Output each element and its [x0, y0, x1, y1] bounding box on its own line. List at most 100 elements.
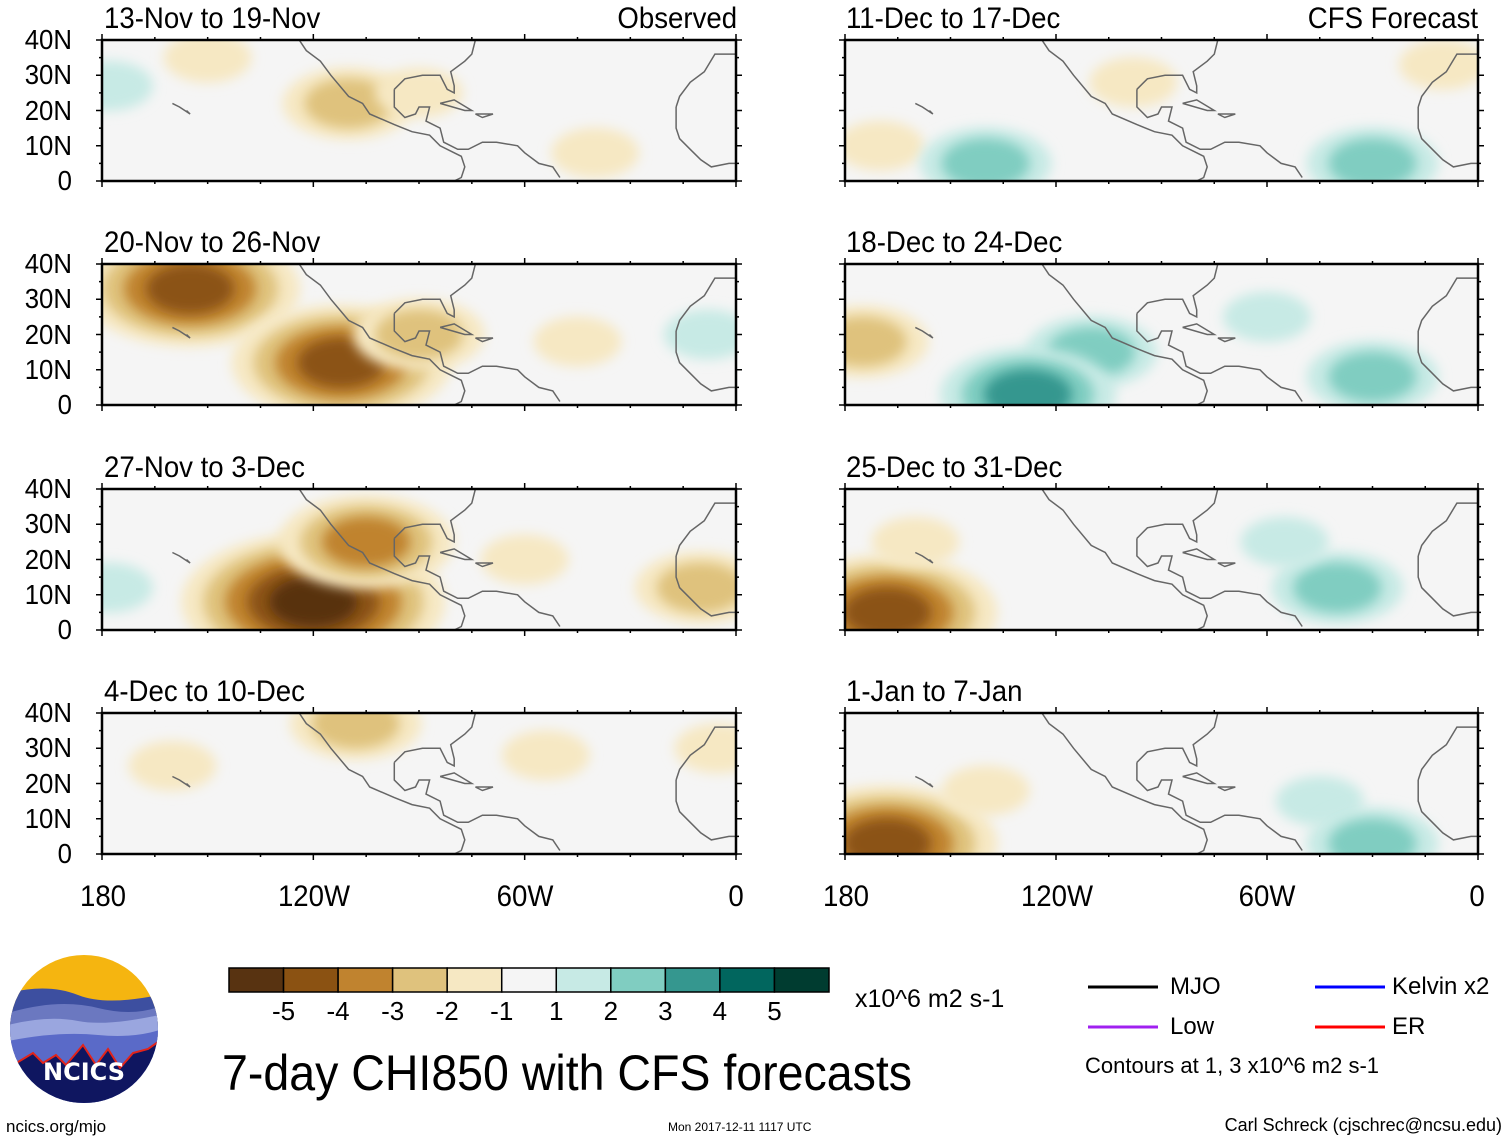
anomaly-contour	[551, 127, 640, 178]
coastline	[914, 551, 934, 564]
x-tick-label-l-60w: 60W	[496, 880, 554, 913]
anomaly-contour	[311, 713, 400, 749]
coastline	[1417, 502, 1478, 557]
coastline	[914, 102, 934, 115]
coastline	[393, 489, 477, 544]
colorbar-swatch	[773, 967, 830, 993]
anomaly-contour	[845, 818, 932, 854]
y-tick-label: 20N	[24, 767, 72, 799]
x-tick-label-r-60w: 60W	[1238, 880, 1296, 913]
panel-tag-cfs-forecast: CFS Forecast	[1307, 2, 1478, 35]
anomaly-contour	[1293, 562, 1382, 613]
anomaly-contour	[102, 60, 154, 111]
coastline	[298, 713, 466, 854]
coastline	[1136, 713, 1219, 768]
coastline	[393, 762, 561, 851]
panel-title-p2: 20-Nov to 26-Nov	[104, 226, 321, 259]
ncics-logo: NCICS	[10, 955, 158, 1103]
y-tick-label: 10N	[24, 578, 72, 610]
x-tick-label-l-180: 180	[79, 880, 127, 913]
anomaly-contour	[128, 740, 217, 791]
coastline	[1417, 107, 1478, 168]
map-panel-p7	[839, 483, 1484, 636]
coastline	[439, 323, 475, 336]
coastline	[1136, 489, 1219, 544]
anomaly-contour	[269, 576, 358, 627]
anomaly-contour	[674, 723, 736, 774]
anomaly-contour	[845, 120, 925, 171]
panel-title-p1: 13-Nov to 19-Nov	[104, 2, 321, 35]
map-background	[102, 713, 736, 854]
colorbar-tick-label: 1	[549, 996, 564, 1026]
coastline	[1417, 331, 1478, 392]
coastline	[675, 331, 736, 392]
anomaly-contour	[1089, 57, 1178, 108]
coastline	[393, 264, 477, 319]
anomaly-contour	[1328, 818, 1417, 854]
coastline	[1136, 264, 1219, 319]
anomaly-contour	[1328, 351, 1417, 402]
coastline	[1182, 99, 1217, 112]
colorbar-units: x10^6 m2 s-1	[855, 985, 1005, 1013]
coastline	[1041, 264, 1208, 405]
anomaly-contour	[501, 730, 590, 781]
legend-note: Contours at 1, 3 x10^6 m2 s-1	[1085, 1053, 1380, 1078]
coastline	[675, 107, 736, 168]
coastline	[914, 775, 934, 788]
main-title: 7-day CHI850 with CFS forecasts	[222, 1045, 913, 1101]
logo-text: NCICS	[43, 1058, 125, 1086]
colorbar-swatch	[555, 967, 612, 993]
coastline	[439, 548, 475, 561]
anomaly-contour	[871, 516, 960, 567]
panel-tag-observed: Observed	[617, 2, 737, 35]
coastline	[1217, 562, 1236, 568]
y-tick-label: 30N	[24, 508, 72, 540]
anomaly-contour	[102, 562, 154, 613]
y-tick-label: 10N	[24, 353, 72, 385]
anomaly-contour	[1240, 516, 1329, 567]
panel-title-p8: 1-Jan to 7-Jan	[846, 675, 1023, 708]
map-panel-p8	[839, 707, 1484, 860]
panel-title-p4: 4-Dec to 10-Dec	[104, 675, 305, 708]
coastline	[1417, 726, 1478, 781]
colorbar-tick-label: 5	[767, 996, 782, 1026]
y-tick-label: 30N	[24, 283, 72, 315]
colorbar	[228, 967, 830, 993]
y-tick-label: 30N	[24, 59, 72, 91]
panel-title-p3: 27-Nov to 3-Dec	[104, 451, 305, 484]
footer-url[interactable]: ncics.org/mjo	[6, 1117, 107, 1136]
coastline	[393, 538, 561, 627]
map-panel-p2	[96, 258, 742, 411]
y-tick-label: 10N	[24, 802, 72, 834]
anomaly-contour	[322, 516, 411, 567]
coastline	[475, 562, 494, 568]
colorbar-tick-label: -4	[326, 996, 350, 1026]
x-tick-label-r-120w: 120W	[1020, 880, 1094, 913]
anomaly-contour	[304, 78, 393, 129]
colorbar-tick-label: -2	[435, 996, 459, 1026]
map-panel-p5	[839, 34, 1484, 187]
panel-title-p5: 11-Dec to 17-Dec	[846, 2, 1061, 35]
colorbar-swatch	[337, 967, 394, 993]
coastline	[172, 775, 191, 788]
anomaly-contour	[375, 67, 463, 118]
coastline	[298, 264, 466, 405]
y-tick-label: 0	[57, 165, 72, 196]
coastline	[475, 113, 494, 119]
anomaly-contour	[480, 534, 569, 585]
anomaly-contour	[1328, 138, 1417, 181]
map-panel-p1	[96, 34, 742, 187]
coastline	[1217, 337, 1236, 343]
anomaly-contour	[375, 309, 463, 360]
x-tick-label-l-120w: 120W	[277, 880, 351, 913]
anomaly-contour	[146, 264, 235, 314]
anomaly-contour	[983, 369, 1072, 405]
coastline	[1136, 89, 1303, 178]
anomaly-contour	[1223, 291, 1311, 342]
colorbar-tick-label: -5	[271, 996, 296, 1026]
y-tick-label: 40N	[24, 24, 72, 55]
coastline	[1182, 772, 1217, 785]
y-tick-label: 0	[57, 389, 72, 420]
y-tick-label: 40N	[24, 473, 72, 504]
